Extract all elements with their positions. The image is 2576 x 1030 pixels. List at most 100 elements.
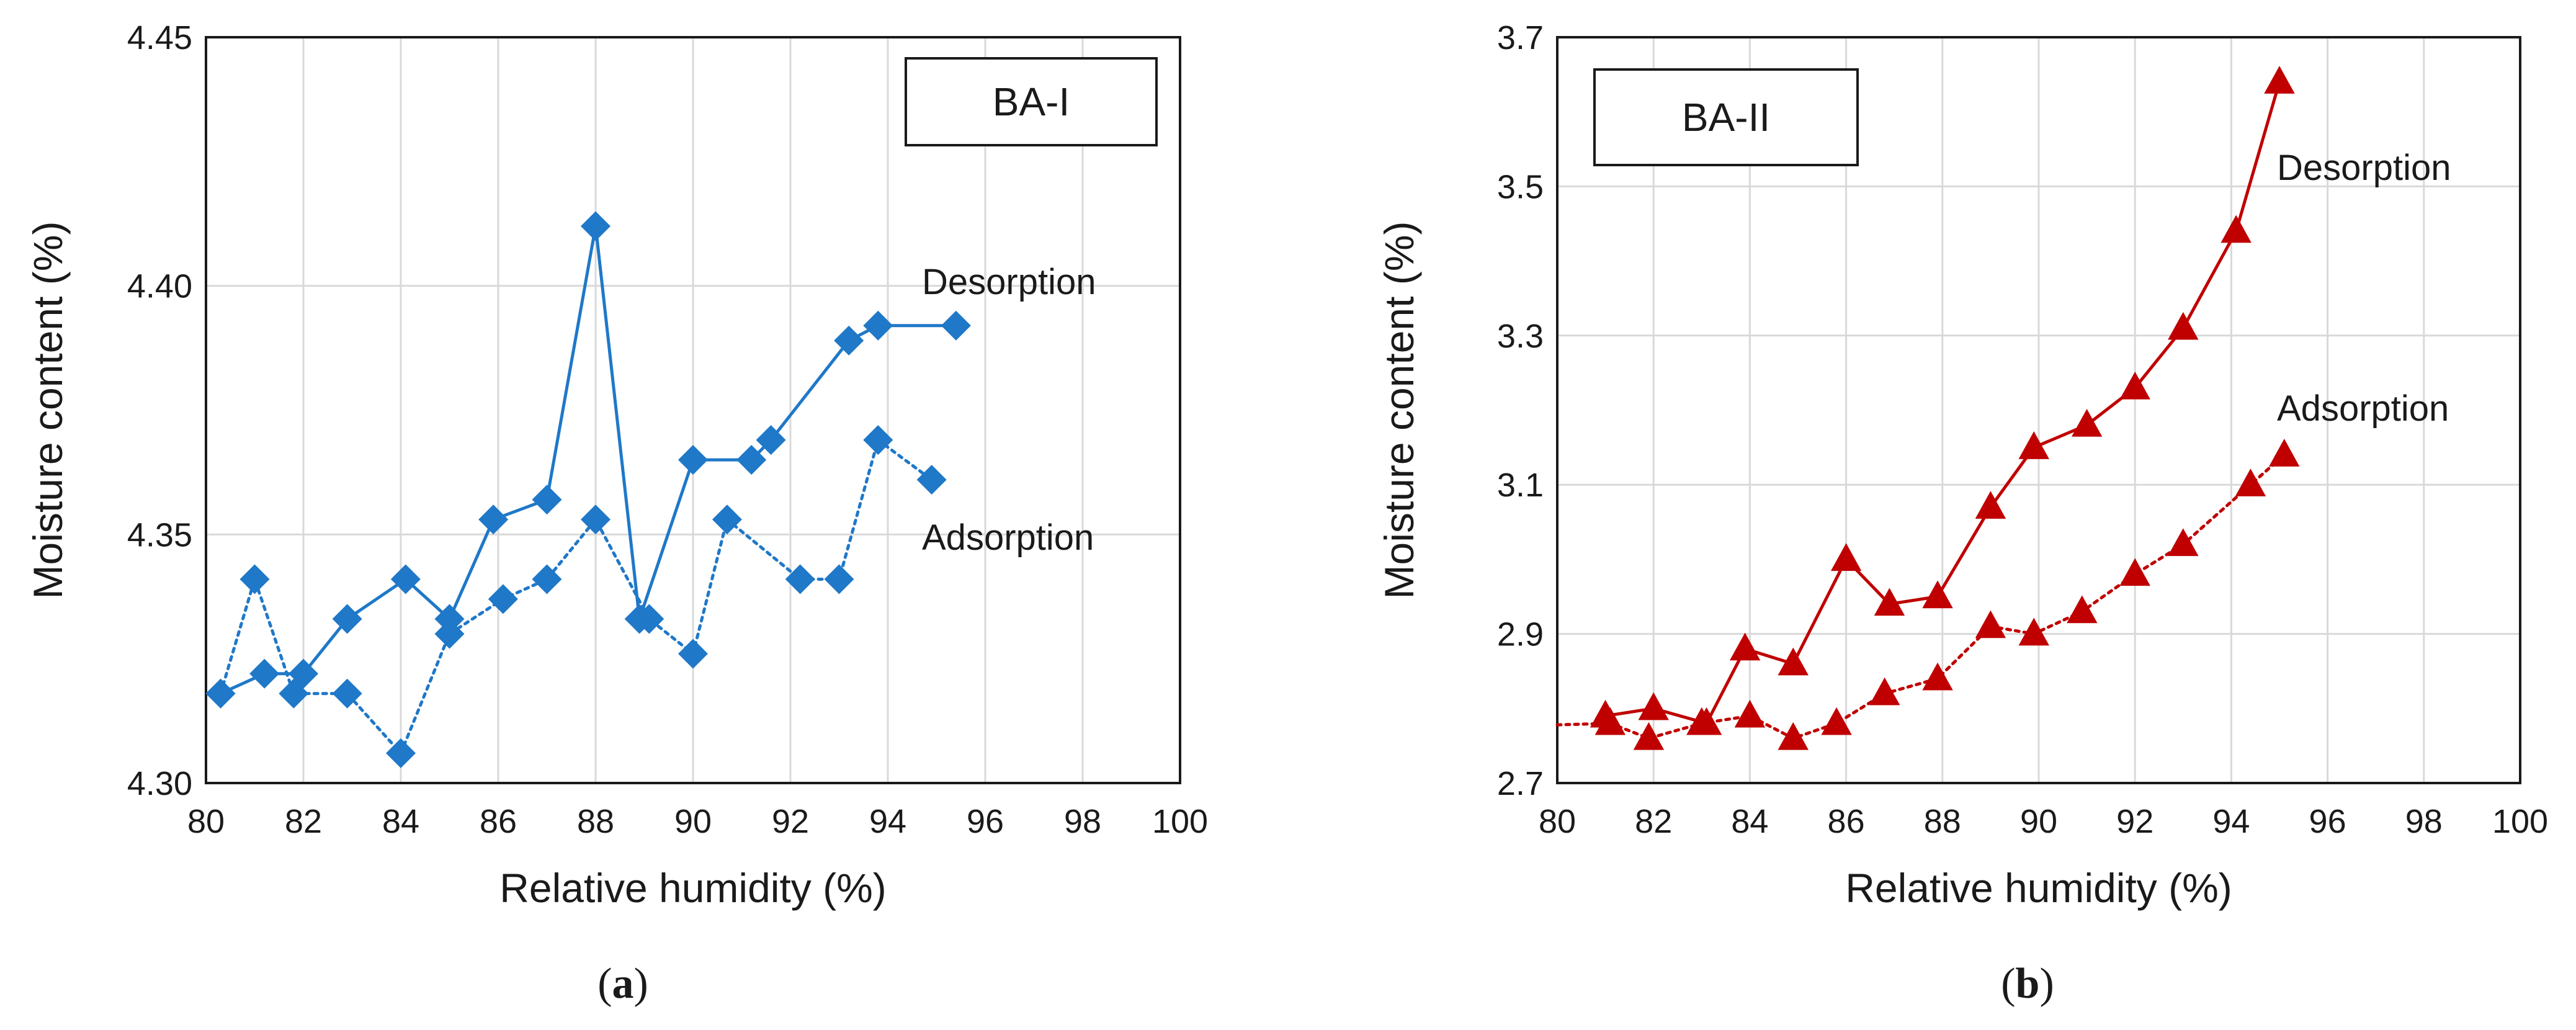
data-point-adsorption bbox=[239, 564, 270, 594]
data-point-desorption bbox=[1874, 588, 1905, 616]
x-tick-label: 80 bbox=[1539, 803, 1576, 840]
y-tick-label: 4.35 bbox=[127, 516, 192, 553]
chart-panel-b: 80 82 84 86 88 90 92 94 96 98 100 2.7 2.9 3.1 3.3 3.5 3… bbox=[1376, 19, 2548, 1008]
badge-box-a bbox=[905, 57, 1158, 146]
data-point-adsorption bbox=[2168, 528, 2199, 557]
data-point-adsorption bbox=[2269, 439, 2300, 467]
data-point-adsorption bbox=[2119, 558, 2150, 586]
data-point-adsorption bbox=[2067, 595, 2098, 624]
data-point-adsorption bbox=[279, 678, 309, 709]
data-point-adsorption bbox=[785, 564, 815, 594]
y-axis-title-b: Moisture content (%) bbox=[1376, 222, 1422, 599]
plot-frame-a bbox=[205, 36, 1181, 784]
y-tick-label: 3.5 bbox=[1497, 168, 1544, 205]
x-tick-label: 88 bbox=[577, 803, 614, 840]
x-tick-label: 92 bbox=[2116, 803, 2153, 840]
data-point-desorption bbox=[2220, 215, 2252, 243]
y-tick-label: 4.45 bbox=[127, 19, 192, 56]
data-point-desorption bbox=[834, 325, 864, 356]
data-point-desorption bbox=[1830, 543, 1862, 571]
y-tick-label: 4.40 bbox=[127, 268, 192, 305]
x-tick-label: 82 bbox=[285, 803, 322, 840]
x-tick-label: 86 bbox=[480, 803, 517, 840]
data-point-desorption bbox=[2168, 311, 2199, 340]
data-point-desorption bbox=[581, 211, 610, 241]
data-point-desorption bbox=[736, 445, 767, 475]
series-group-a bbox=[205, 211, 971, 768]
data-point-desorption bbox=[2018, 431, 2049, 459]
x-tick-label: 90 bbox=[2020, 803, 2057, 840]
badge-box-b bbox=[1593, 68, 1859, 166]
series-group-b bbox=[1555, 66, 2300, 750]
data-point-adsorption bbox=[532, 564, 562, 594]
data-point-desorption bbox=[390, 564, 421, 594]
badge-label-b: BA-II bbox=[1682, 95, 1770, 140]
y-tick-labels-b: 2.7 2.9 3.1 3.3 3.5 3.7 bbox=[1497, 19, 1544, 802]
data-point-desorption bbox=[1638, 692, 1669, 720]
y-tick-label: 4.30 bbox=[127, 765, 192, 802]
panel-caption-a: (a) bbox=[597, 960, 648, 1008]
series-line-adsorption bbox=[219, 438, 934, 755]
data-point-adsorption bbox=[1869, 677, 1900, 705]
data-point-adsorption bbox=[678, 638, 708, 669]
series-label-desorption-b: Desorption bbox=[2277, 148, 2451, 188]
x-tick-label: 96 bbox=[967, 803, 1004, 840]
chart-panel-a: 80 82 84 86 88 90 92 94 96 98 100 4.30 4.35 4.40 4.45… bbox=[25, 19, 1208, 1008]
data-point-desorption bbox=[478, 504, 509, 535]
data-point-desorption bbox=[678, 445, 708, 475]
data-point-adsorption bbox=[634, 604, 664, 634]
data-point-adsorption bbox=[2018, 617, 2049, 646]
data-point-desorption bbox=[332, 604, 362, 634]
badge-label-a: BA-I bbox=[993, 79, 1070, 124]
data-point-desorption bbox=[2119, 371, 2150, 400]
series-label-desorption-a: Desorption bbox=[922, 262, 1096, 302]
data-point-adsorption bbox=[824, 564, 854, 594]
x-axis-title-b: Relative humidity (%) bbox=[1845, 865, 2232, 911]
y-tick-label: 3.7 bbox=[1497, 19, 1544, 56]
data-point-desorption bbox=[941, 310, 971, 341]
y-axis-title-a: Moisture content (%) bbox=[25, 222, 71, 599]
x-tick-label: 86 bbox=[1828, 803, 1865, 840]
data-point-desorption bbox=[532, 485, 562, 515]
series-label-adsorption-a: Adsorption bbox=[922, 517, 1094, 558]
y-tick-label: 2.9 bbox=[1497, 616, 1544, 653]
x-tick-label: 82 bbox=[1635, 803, 1672, 840]
data-point-adsorption bbox=[1778, 722, 1809, 750]
series-label-adsorption-b: Adsorption bbox=[2277, 388, 2449, 429]
data-point-adsorption bbox=[1686, 707, 1717, 735]
x-tick-label: 84 bbox=[382, 803, 419, 840]
y-tick-label: 3.1 bbox=[1497, 467, 1544, 504]
y-tick-labels-a: 4.30 4.35 4.40 4.45 bbox=[127, 19, 192, 802]
x-tick-label: 80 bbox=[187, 803, 225, 840]
data-point-adsorption bbox=[434, 619, 465, 649]
data-point-adsorption bbox=[332, 678, 362, 709]
y-tick-label: 2.7 bbox=[1497, 765, 1544, 802]
data-point-desorption bbox=[1975, 491, 2006, 519]
data-point-desorption bbox=[1729, 632, 1761, 661]
data-point-adsorption bbox=[386, 738, 416, 768]
x-tick-label: 88 bbox=[1924, 803, 1961, 840]
x-tick-labels-a: 80 82 84 86 88 90 92 94 96 98 100 bbox=[187, 803, 1208, 840]
x-tick-label: 96 bbox=[2309, 803, 2346, 840]
x-tick-label: 94 bbox=[869, 803, 906, 840]
data-point-adsorption bbox=[1922, 662, 1953, 691]
data-point-desorption bbox=[434, 604, 465, 634]
x-tick-label: 98 bbox=[2405, 803, 2443, 840]
x-tick-label: 94 bbox=[2212, 803, 2250, 840]
data-point-adsorption bbox=[1821, 707, 1852, 735]
x-tick-label: 100 bbox=[2492, 803, 2548, 840]
data-point-adsorption bbox=[863, 425, 893, 455]
data-point-desorption bbox=[756, 425, 786, 455]
x-tick-label: 92 bbox=[772, 803, 809, 840]
panel-caption-b: (b) bbox=[2001, 960, 2054, 1008]
data-point-desorption bbox=[863, 310, 893, 341]
data-point-desorption bbox=[1778, 647, 1809, 676]
x-tick-label: 90 bbox=[674, 803, 712, 840]
data-point-adsorption bbox=[1633, 722, 1665, 750]
data-point-adsorption bbox=[712, 504, 742, 535]
data-point-adsorption bbox=[1975, 610, 2006, 638]
data-point-adsorption bbox=[1734, 699, 1766, 728]
data-point-adsorption bbox=[488, 584, 518, 614]
data-point-adsorption bbox=[2235, 468, 2266, 496]
